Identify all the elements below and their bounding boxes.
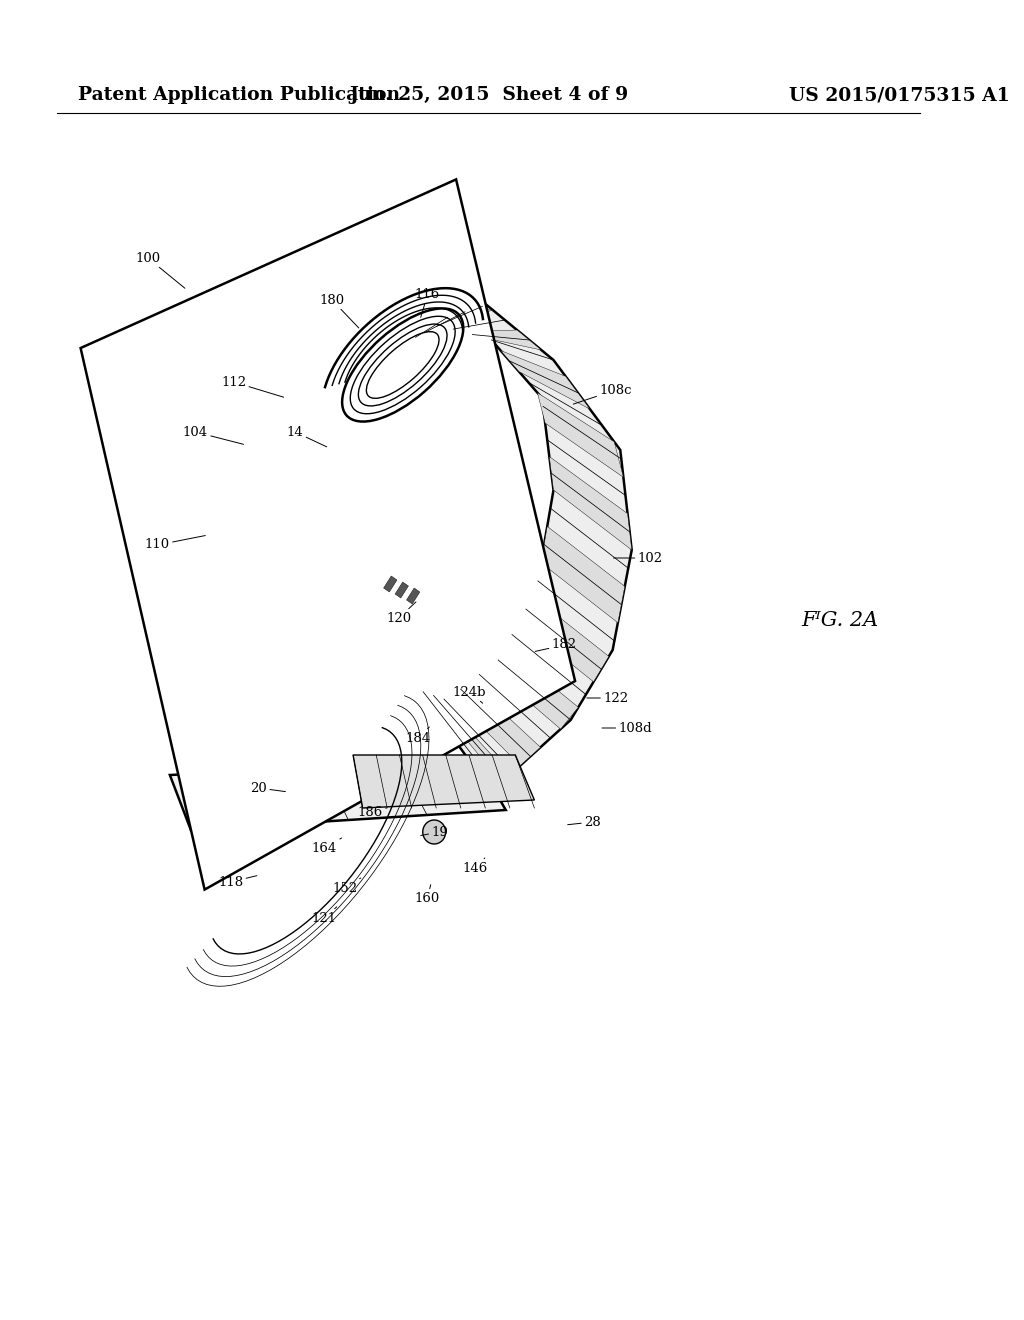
Text: US 2015/0175315 A1: US 2015/0175315 A1 bbox=[788, 86, 1010, 104]
Polygon shape bbox=[407, 587, 420, 605]
Text: 164: 164 bbox=[312, 838, 342, 854]
Text: 14: 14 bbox=[287, 425, 327, 447]
Polygon shape bbox=[549, 457, 632, 550]
Polygon shape bbox=[384, 576, 397, 591]
Circle shape bbox=[423, 820, 445, 843]
Text: 184: 184 bbox=[406, 727, 430, 744]
Text: Patent Application Publication: Patent Application Publication bbox=[78, 86, 400, 104]
Polygon shape bbox=[501, 351, 590, 409]
Text: Jun. 25, 2015  Sheet 4 of 9: Jun. 25, 2015 Sheet 4 of 9 bbox=[349, 86, 628, 104]
Text: 108d: 108d bbox=[602, 722, 652, 734]
Polygon shape bbox=[411, 305, 632, 770]
Text: 108c: 108c bbox=[573, 384, 632, 404]
Polygon shape bbox=[170, 760, 506, 830]
Text: 186: 186 bbox=[357, 805, 386, 818]
Text: 112: 112 bbox=[221, 375, 284, 397]
Text: 121: 121 bbox=[312, 907, 337, 924]
Text: 110: 110 bbox=[144, 536, 205, 552]
Text: 146: 146 bbox=[463, 858, 487, 874]
Text: 100: 100 bbox=[135, 252, 185, 288]
Polygon shape bbox=[170, 290, 486, 770]
Polygon shape bbox=[353, 755, 535, 808]
Polygon shape bbox=[541, 527, 625, 623]
Polygon shape bbox=[428, 693, 503, 767]
Polygon shape bbox=[519, 597, 609, 682]
Text: 118: 118 bbox=[218, 875, 257, 888]
Text: 28: 28 bbox=[567, 816, 601, 829]
Text: 120: 120 bbox=[386, 602, 416, 624]
Text: 124b: 124b bbox=[453, 685, 486, 704]
Polygon shape bbox=[395, 582, 409, 598]
Polygon shape bbox=[488, 647, 579, 729]
Text: 160: 160 bbox=[415, 884, 440, 904]
Polygon shape bbox=[411, 314, 457, 341]
Polygon shape bbox=[463, 330, 542, 350]
Polygon shape bbox=[538, 393, 624, 478]
Text: 19: 19 bbox=[421, 825, 449, 838]
Polygon shape bbox=[431, 309, 493, 329]
Text: 180: 180 bbox=[319, 293, 358, 327]
Text: 104: 104 bbox=[183, 425, 244, 445]
Text: 122: 122 bbox=[587, 692, 629, 705]
Text: 116: 116 bbox=[415, 289, 440, 317]
Text: 152: 152 bbox=[333, 878, 360, 895]
Polygon shape bbox=[452, 682, 541, 766]
Text: 182: 182 bbox=[536, 639, 577, 652]
Text: 20: 20 bbox=[251, 781, 286, 795]
Polygon shape bbox=[81, 180, 575, 890]
Text: 102: 102 bbox=[613, 552, 663, 565]
Text: FᴵG. 2A: FᴵG. 2A bbox=[802, 610, 879, 630]
